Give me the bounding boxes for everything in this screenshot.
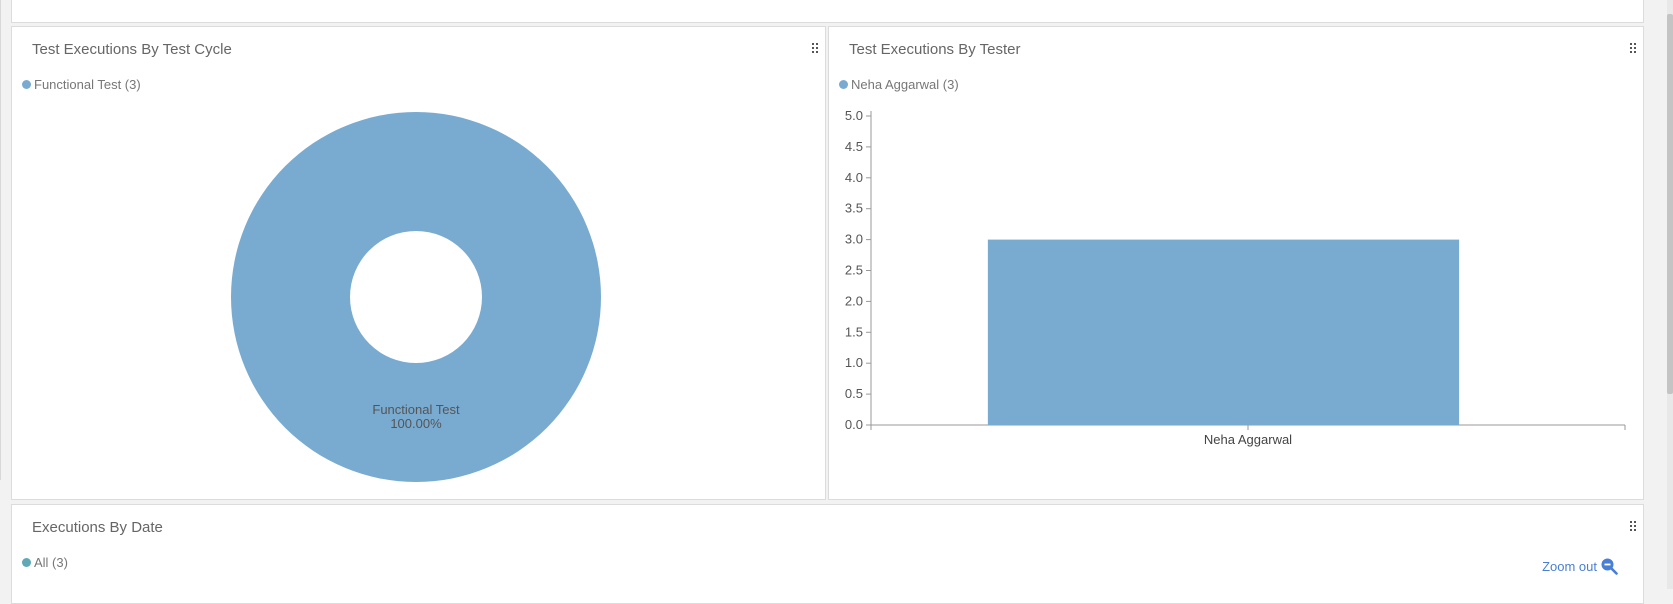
scrollbar-track[interactable] bbox=[1667, 0, 1673, 589]
y-tick-label: 4.5 bbox=[845, 139, 863, 154]
y-tick-label: 2.0 bbox=[845, 293, 863, 308]
x-tick-label: Neha Aggarwal bbox=[1204, 432, 1292, 447]
y-tick-label: 3.0 bbox=[845, 232, 863, 247]
slice-data-label: 100.00% bbox=[390, 416, 442, 431]
panel-title: Test Executions By Test Cycle bbox=[32, 41, 232, 58]
panel-executions-by-cycle: Test Executions By Test Cycle Functional… bbox=[11, 26, 826, 500]
zoom-out-icon bbox=[1601, 558, 1618, 575]
panel-title: Executions By Date bbox=[32, 519, 163, 536]
panel-executions-by-tester: Test Executions By Tester Neha Aggarwal … bbox=[828, 26, 1644, 500]
legend-label: Functional Test (3) bbox=[34, 77, 141, 92]
legend-label: All (3) bbox=[34, 555, 68, 570]
zoom-out-label: Zoom out bbox=[1542, 558, 1597, 574]
y-tick-label: 3.5 bbox=[845, 201, 863, 216]
panel-title: Test Executions By Tester bbox=[849, 41, 1021, 58]
zoom-out-button[interactable]: Zoom out bbox=[1542, 557, 1618, 575]
scrollbar-thumb[interactable] bbox=[1667, 14, 1673, 394]
pie-slice[interactable] bbox=[231, 112, 601, 482]
panel-executions-by-date: Executions By Date All (3) Zoom out bbox=[11, 504, 1644, 604]
left-edge-rule bbox=[0, 0, 1, 480]
legend-dot bbox=[22, 80, 31, 89]
legend-dot bbox=[22, 558, 31, 567]
bar[interactable] bbox=[987, 239, 1460, 425]
legend-dot bbox=[839, 80, 848, 89]
drag-grip-icon[interactable] bbox=[812, 43, 818, 55]
y-tick-label: 0.0 bbox=[845, 417, 863, 432]
legend-item[interactable]: Functional Test (3) bbox=[22, 77, 141, 92]
drag-grip-icon[interactable] bbox=[1630, 43, 1636, 55]
slice-data-label: Functional Test bbox=[372, 402, 460, 417]
legend-label: Neha Aggarwal (3) bbox=[851, 77, 959, 92]
top-panel bbox=[11, 0, 1644, 23]
y-tick-label: 0.5 bbox=[845, 386, 863, 401]
y-tick-label: 4.0 bbox=[845, 170, 863, 185]
y-tick-label: 2.5 bbox=[845, 263, 863, 278]
drag-grip-icon[interactable] bbox=[1630, 521, 1636, 533]
bar-chart: 0.0 0.5 1.0 1.5 2.0 2.5 3.0 3.5 4.0 4.5 5.0 Neha Ag… bbox=[845, 108, 1626, 447]
y-tick-label: 1.5 bbox=[845, 324, 863, 339]
y-tick-label: 5.0 bbox=[845, 108, 863, 123]
legend-item[interactable]: Neha Aggarwal (3) bbox=[839, 77, 959, 92]
y-tick-label: 1.0 bbox=[845, 355, 863, 370]
legend-item[interactable]: All (3) bbox=[22, 555, 68, 570]
